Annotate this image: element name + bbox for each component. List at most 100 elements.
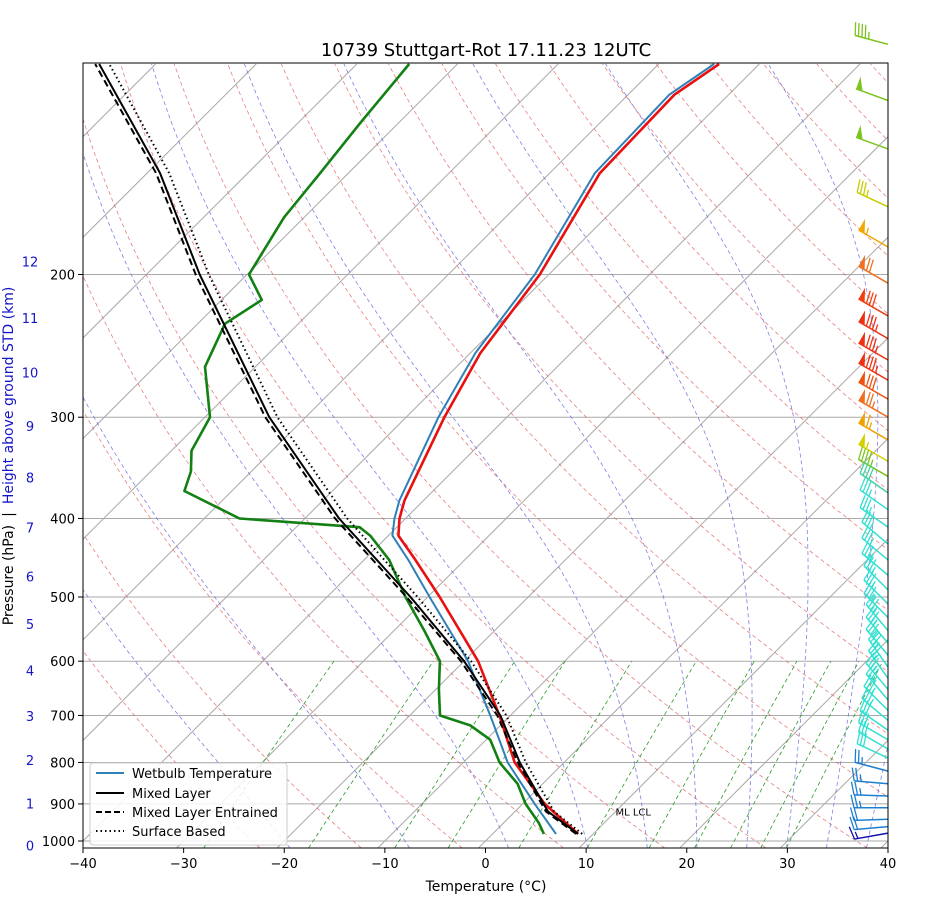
barb-half [870,594,876,602]
barb-full [864,528,872,541]
x-tick-label: −20 [271,857,298,872]
moist-adiabat [83,152,509,848]
barb-full [872,645,882,657]
barb-full [871,316,877,330]
barb-full [868,586,877,599]
wind-barb [859,477,889,511]
y-axis-label-pressure: Pressure (hPa) [1,525,17,625]
height-tick-label: 8 [26,471,34,486]
isotherm-gridline [679,639,888,848]
wind-barb [850,781,889,797]
height-tick-label: 4 [26,665,34,680]
barb-full [862,700,869,713]
x-tick-label: −40 [69,857,96,872]
barb-staff [858,381,889,400]
barb-full [868,292,874,306]
barb-staff [854,825,889,831]
wind-barb [855,76,889,102]
barb-full [862,479,869,493]
barb-full [863,722,870,736]
barb-staff [854,761,889,772]
barb-full [851,767,855,781]
wind-barb [858,331,889,361]
barb-full [855,767,859,782]
barb-staff [861,698,889,722]
barb-half [874,365,879,374]
dry-adiabat [83,274,564,848]
barb-full [850,794,855,808]
barb-half [868,489,873,497]
barb-staff [861,552,889,576]
barb-full [865,556,875,569]
barb-full [857,719,864,733]
isotherm-gridline [83,63,257,238]
barb-flag [856,125,863,140]
moist-adiabat [767,63,879,848]
barb-full [865,618,875,630]
barb-full [861,525,869,539]
barb-staff [855,88,889,102]
dry-adiabat [83,117,665,848]
wind-barb [858,370,889,400]
barb-flag [858,351,866,367]
dry-adiabat [495,63,888,491]
barb-half [872,631,878,638]
dry-adiabat [280,63,888,735]
barb-half [865,227,870,235]
barb-full [848,826,856,840]
wind-barb [856,179,889,208]
dry-adiabat [334,63,888,673]
y-tick-label: 700 [50,709,75,724]
barb-half [854,831,859,839]
barb-staff [861,521,889,545]
barb-staff [863,579,889,605]
wind-barb [863,554,889,591]
dry-adiabat [83,532,362,848]
y-tick-label: 400 [50,512,75,527]
wind-barb [859,495,889,528]
barb-full [859,495,866,508]
barb-flag [858,433,866,448]
barb-full [859,180,864,195]
mixing-ratio-line [648,661,755,848]
y-axis-label-height: Height above ground STD (km) [1,287,17,504]
y-tick-label: 300 [50,411,75,426]
barb-full [868,628,878,640]
height-tick-label: 10 [22,367,39,382]
barb-flag [858,370,866,386]
barb-half [874,642,880,649]
legend-label-wetbulb: Wetbulb Temperature [132,767,272,782]
barb-full [870,598,880,611]
wind-barb [850,794,888,809]
barb-full [870,623,880,635]
barb-full [865,662,875,675]
isotherm-gridline [83,63,760,742]
barb-flag [858,388,866,404]
dry-adiabat [83,409,463,848]
barb-full [865,652,875,664]
barb-half [871,401,876,409]
wind-barb [858,310,889,340]
barb-full [860,720,867,734]
barb-full [862,497,869,510]
barb-staff [865,628,889,656]
wind-barb [865,662,889,701]
barb-staff [859,507,889,528]
barb-full [868,640,878,651]
wind-barb [865,618,889,656]
legend-label-mixed-layer-entrained: Mixed Layer Entrained [132,806,278,821]
barb-staff [859,472,889,494]
height-tick-label: 1 [26,797,34,812]
barb-full [865,499,872,512]
y-tick-label: 200 [50,268,75,283]
mixing-ratio-line [730,661,832,848]
barb-full [853,807,859,821]
ml-lcl-annotation: ML LCL [615,808,651,819]
barb-full [864,688,872,702]
barb-full [867,654,877,667]
barb-staff [853,794,889,797]
barb-half [859,787,862,796]
legend-label-mixed-layer: Mixed Layer [132,787,211,802]
barb-full [860,711,867,725]
profile-mixed-layer-entrained [94,63,577,835]
